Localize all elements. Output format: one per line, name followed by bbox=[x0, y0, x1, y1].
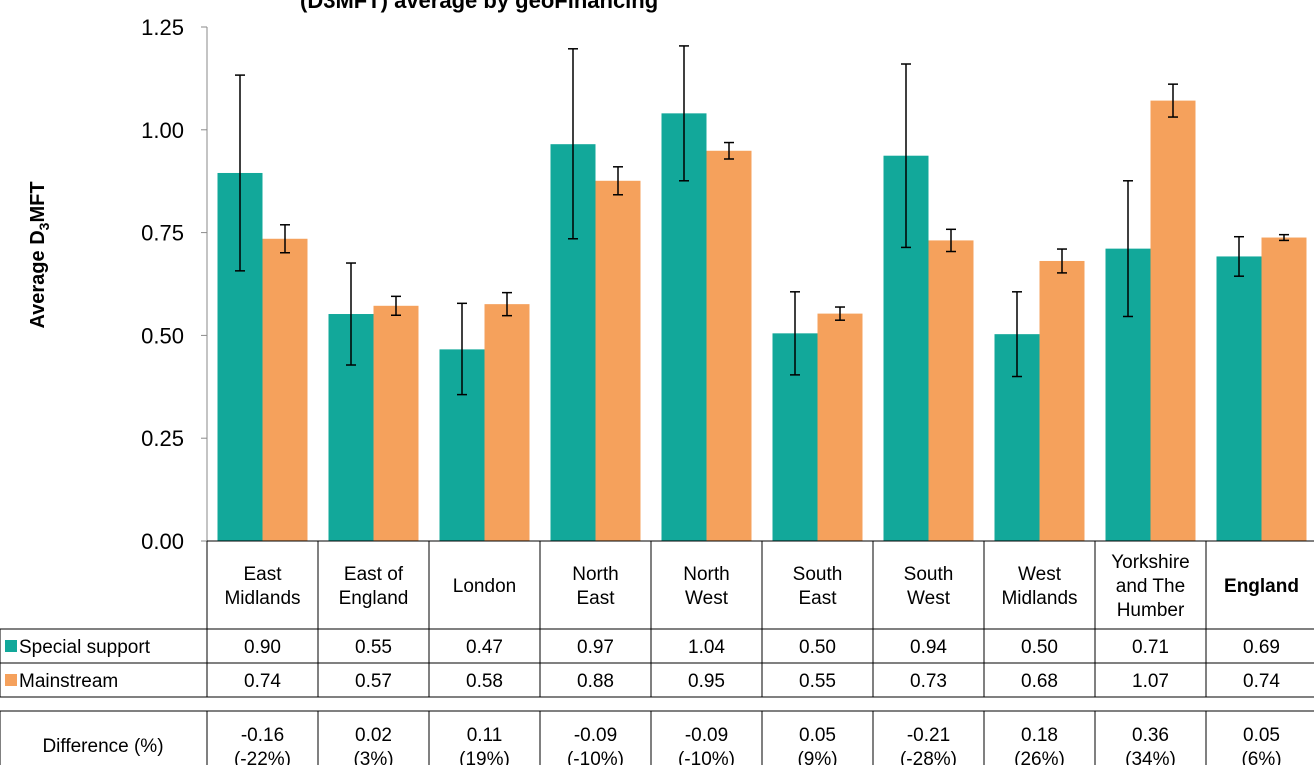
difference-percent: (-28%) bbox=[900, 749, 957, 765]
table-value: 0.97 bbox=[577, 637, 614, 658]
x-tick-label: Midlands bbox=[1001, 588, 1077, 609]
difference-value: 0.05 bbox=[799, 725, 836, 746]
table-value: 0.74 bbox=[244, 671, 281, 692]
table-value: 0.58 bbox=[466, 671, 503, 692]
difference-percent: (6%) bbox=[1241, 749, 1281, 765]
difference-percent: (-10%) bbox=[678, 749, 735, 765]
legend-label: Special support bbox=[19, 637, 151, 658]
difference-value: -0.09 bbox=[574, 725, 617, 746]
x-tick-label: East of bbox=[344, 564, 404, 585]
table-value: 0.47 bbox=[466, 637, 503, 658]
bar-mainstream bbox=[1261, 237, 1307, 541]
difference-percent: (19%) bbox=[459, 749, 510, 765]
difference-value: -0.09 bbox=[685, 725, 728, 746]
difference-percent: (26%) bbox=[1014, 749, 1065, 765]
x-tick-label: Yorkshire bbox=[1111, 552, 1190, 573]
difference-percent: (34%) bbox=[1125, 749, 1176, 765]
difference-value: 0.18 bbox=[1021, 725, 1058, 746]
difference-value: 0.36 bbox=[1132, 725, 1169, 746]
x-tick-label: South bbox=[793, 564, 843, 585]
difference-value: -0.21 bbox=[907, 725, 950, 746]
difference-percent: (-10%) bbox=[567, 749, 624, 765]
bar-mainstream bbox=[595, 180, 641, 541]
table-value: 0.73 bbox=[910, 671, 947, 692]
difference-value: 0.05 bbox=[1243, 725, 1280, 746]
table-value: 0.88 bbox=[577, 671, 614, 692]
difference-value: -0.16 bbox=[241, 725, 284, 746]
difference-percent: (-22%) bbox=[234, 749, 291, 765]
table-value: 0.55 bbox=[799, 671, 836, 692]
table-value: 0.69 bbox=[1243, 637, 1280, 658]
y-tick-label: 1.25 bbox=[141, 15, 184, 40]
table-value: 0.50 bbox=[1021, 637, 1058, 658]
x-tick-label: London bbox=[453, 576, 516, 597]
x-tick-label: North bbox=[683, 564, 729, 585]
table-value: 0.68 bbox=[1021, 671, 1058, 692]
x-tick-label: South bbox=[904, 564, 954, 585]
bar-mainstream bbox=[928, 240, 974, 542]
table-value: 1.07 bbox=[1132, 671, 1169, 692]
x-tick-label: and The bbox=[1116, 576, 1185, 597]
x-tick-label: England bbox=[339, 588, 409, 609]
y-tick-label: 0.50 bbox=[141, 323, 184, 348]
difference-value: 0.02 bbox=[355, 725, 392, 746]
difference-percent: (9%) bbox=[797, 749, 837, 765]
bar-special-support bbox=[1216, 256, 1262, 541]
bar-mainstream bbox=[373, 305, 419, 541]
table-value: 0.50 bbox=[799, 637, 836, 658]
difference-label: Difference (%) bbox=[42, 736, 163, 757]
table-value: 0.90 bbox=[244, 637, 281, 658]
y-tick-label: 0.75 bbox=[141, 221, 184, 246]
difference-percent: (3%) bbox=[353, 749, 393, 765]
x-tick-label: East bbox=[243, 564, 282, 585]
x-tick-label: North bbox=[572, 564, 618, 585]
x-tick-label: Humber bbox=[1117, 600, 1185, 621]
x-tick-label: Midlands bbox=[224, 588, 300, 609]
table-value: 0.74 bbox=[1243, 671, 1280, 692]
x-tick-label: England bbox=[1224, 576, 1299, 597]
bar-mainstream bbox=[706, 150, 752, 542]
table-value: 0.71 bbox=[1132, 637, 1169, 658]
chart-title: (D3MFT) average by geoFinancing bbox=[300, 0, 658, 13]
x-tick-label: East bbox=[576, 588, 615, 609]
y-tick-label: 1.00 bbox=[141, 118, 184, 143]
table-value: 0.55 bbox=[355, 637, 392, 658]
legend-key-mainstream bbox=[5, 674, 17, 686]
y-tick-label: 0.25 bbox=[141, 426, 184, 451]
x-tick-label: West bbox=[685, 588, 729, 609]
table-value: 0.94 bbox=[910, 637, 947, 658]
y-axis-label: Average D3MFT bbox=[27, 181, 52, 328]
table-value: 0.95 bbox=[688, 671, 725, 692]
bar-special-support bbox=[661, 113, 707, 542]
legend-key-special-support bbox=[5, 640, 17, 652]
table-value: 1.04 bbox=[688, 637, 725, 658]
x-tick-label: East bbox=[798, 588, 837, 609]
bar-mainstream bbox=[1039, 260, 1085, 541]
table-value: 0.57 bbox=[355, 671, 392, 692]
x-tick-label: West bbox=[1018, 564, 1062, 585]
bar-mainstream bbox=[817, 313, 863, 541]
legend-label: Mainstream bbox=[19, 671, 118, 692]
x-tick-label: West bbox=[907, 588, 951, 609]
bar-mainstream bbox=[262, 238, 308, 541]
bar-mainstream bbox=[1150, 100, 1196, 541]
bar-mainstream bbox=[484, 304, 530, 541]
difference-value: 0.11 bbox=[467, 725, 503, 746]
y-tick-label: 0.00 bbox=[141, 529, 184, 554]
